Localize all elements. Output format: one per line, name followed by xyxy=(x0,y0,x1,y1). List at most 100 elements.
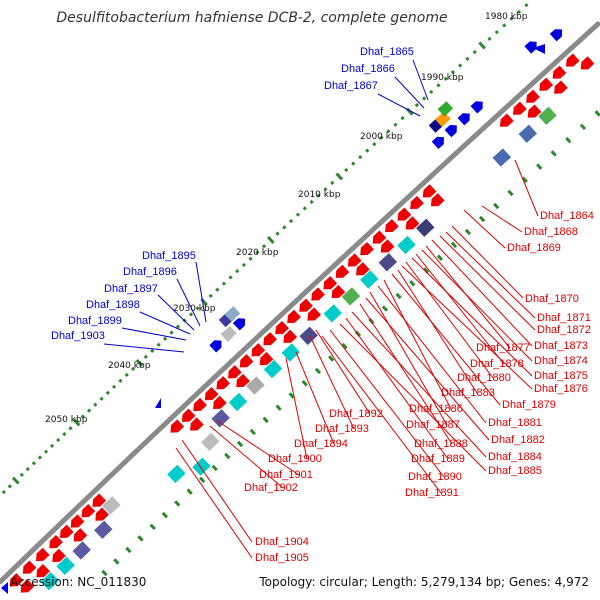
gene-label[interactable]: Dhaf_1900 xyxy=(268,453,322,465)
reverse-strand-genes xyxy=(155,29,563,408)
scale-tick xyxy=(330,180,335,185)
forward-gene-arrow xyxy=(283,329,298,343)
leader-line xyxy=(209,425,284,489)
forward-gene-arrow xyxy=(60,524,74,538)
gene-label[interactable]: Dhaf_1889 xyxy=(411,453,465,465)
gene-label[interactable]: Dhaf_1893 xyxy=(315,423,369,435)
scale-tick xyxy=(135,358,144,367)
scale-tick xyxy=(372,142,377,147)
forward-gene-arrow xyxy=(397,207,412,221)
scale-tick xyxy=(80,414,85,419)
inner-tick xyxy=(236,440,244,448)
gene-label[interactable]: Dhaf_1873 xyxy=(534,340,588,352)
inner-tick xyxy=(314,367,322,375)
genome-backbone xyxy=(0,21,600,585)
gene-label[interactable]: Dhaf_1897 xyxy=(104,283,158,295)
leader-line xyxy=(451,225,524,299)
scale-label-2010: 2010 kbp xyxy=(298,190,341,200)
gene-label[interactable]: Dhaf_1890 xyxy=(408,471,462,483)
gene-label[interactable]: Dhaf_1888 xyxy=(414,438,468,450)
scale-tick xyxy=(309,199,314,205)
gene-label[interactable]: Dhaf_1879 xyxy=(502,399,556,411)
gene-label[interactable]: Dhaf_1894 xyxy=(294,438,348,450)
gene-label[interactable]: Dhaf_1882 xyxy=(491,434,545,446)
gene-label[interactable]: Dhaf_1902 xyxy=(244,482,298,494)
feature-box xyxy=(246,376,265,395)
gene-label[interactable]: Dhaf_1898 xyxy=(86,299,140,311)
feature-boxes xyxy=(40,106,557,591)
inner-tick xyxy=(113,558,120,565)
scale-tick xyxy=(43,449,49,454)
leader-line xyxy=(421,249,533,362)
gene-label[interactable]: Dhaf_1883 xyxy=(441,387,495,399)
gene-label[interactable]: Dhaf_1903 xyxy=(51,330,105,342)
accession-text: Accession: NC_011830 xyxy=(10,575,146,589)
feature-box xyxy=(378,253,398,272)
gene-label[interactable]: Dhaf_1905 xyxy=(255,552,309,564)
feature-box xyxy=(72,541,91,560)
gene-label[interactable]: Dhaf_1877 xyxy=(476,342,530,354)
scale-tick xyxy=(524,3,529,8)
gene-label[interactable]: Dhaf_1887 xyxy=(406,419,460,431)
leader-line xyxy=(412,59,429,101)
feature-box xyxy=(201,432,220,451)
inner-tick xyxy=(409,280,416,287)
forward-gene-arrow xyxy=(70,514,85,528)
forward-gene-arrow xyxy=(360,241,374,256)
gene-label[interactable]: Dhaf_1899 xyxy=(68,315,122,327)
gene-label[interactable]: Dhaf_1880 xyxy=(457,372,511,384)
gene-label[interactable]: Dhaf_1885 xyxy=(488,465,542,477)
gene-label[interactable]: Dhaf_1864 xyxy=(540,210,594,222)
gene-label[interactable]: Dhaf_1886 xyxy=(409,403,463,415)
gene-label[interactable]: Dhaf_1904 xyxy=(255,536,309,548)
forward-gene-arrow xyxy=(9,573,24,587)
gene-label[interactable]: Dhaf_1892 xyxy=(329,408,383,420)
gene-label[interactable]: Dhaf_1871 xyxy=(537,312,591,324)
gene-label[interactable]: Dhaf_1891 xyxy=(405,487,459,499)
label-leader-lines xyxy=(103,59,539,559)
gene-label[interactable]: Dhaf_1896 xyxy=(123,266,177,278)
leader-line xyxy=(401,265,533,390)
leader-line xyxy=(369,291,448,426)
left-arrow-icon[interactable] xyxy=(1,582,8,594)
inner-tick xyxy=(436,254,444,261)
inner-tick xyxy=(507,189,514,197)
gene-label[interactable]: Dhaf_1872 xyxy=(537,324,591,336)
reverse-gene-arrow xyxy=(431,136,444,150)
scale-dots xyxy=(1,3,600,577)
scale-tick xyxy=(143,354,148,360)
forward-gene-arrow xyxy=(526,89,540,103)
gene-label[interactable]: Dhaf_1901 xyxy=(259,469,313,481)
gene-label[interactable]: Dhaf_1878 xyxy=(470,358,524,370)
scale-tick xyxy=(436,83,441,88)
scale-tick xyxy=(316,193,321,198)
scale-tick xyxy=(93,402,98,407)
gene-label[interactable]: Dhaf_1870 xyxy=(525,293,579,305)
gene-label[interactable]: Dhaf_1869 xyxy=(507,242,561,254)
gene-label[interactable]: Dhaf_1874 xyxy=(534,355,588,367)
gene-label[interactable]: Dhaf_1876 xyxy=(534,383,588,395)
scale-tick xyxy=(393,122,398,127)
inner-tick xyxy=(341,342,348,350)
forward-gene-arrow xyxy=(565,53,580,67)
scale-tick xyxy=(472,50,477,55)
gene-label[interactable]: Dhaf_1868 xyxy=(524,226,578,238)
inner-tick xyxy=(211,464,218,472)
leader-line xyxy=(431,239,533,347)
gene-label[interactable]: Dhaf_1865 xyxy=(360,46,414,58)
forward-gene-arrow xyxy=(275,320,289,335)
feature-box xyxy=(221,325,237,342)
genome-summary-text: Topology: circular; Length: 5,279,134 bp… xyxy=(258,575,589,589)
leader-line xyxy=(285,357,308,460)
gene-label[interactable]: Dhaf_1875 xyxy=(534,370,588,382)
scale-tick xyxy=(7,484,12,489)
gene-label[interactable]: Dhaf_1895 xyxy=(142,250,196,262)
gene-label[interactable]: Dhaf_1867 xyxy=(324,80,378,92)
forward-gene-arrow xyxy=(307,307,322,321)
gene-label[interactable]: Dhaf_1884 xyxy=(488,451,542,463)
forward-gene-arrow xyxy=(552,65,567,79)
gene-label[interactable]: Dhaf_1881 xyxy=(488,417,542,429)
gene-label[interactable]: Dhaf_1866 xyxy=(341,63,395,75)
leader-line xyxy=(345,317,449,460)
reverse-gene-arrow xyxy=(209,340,222,353)
